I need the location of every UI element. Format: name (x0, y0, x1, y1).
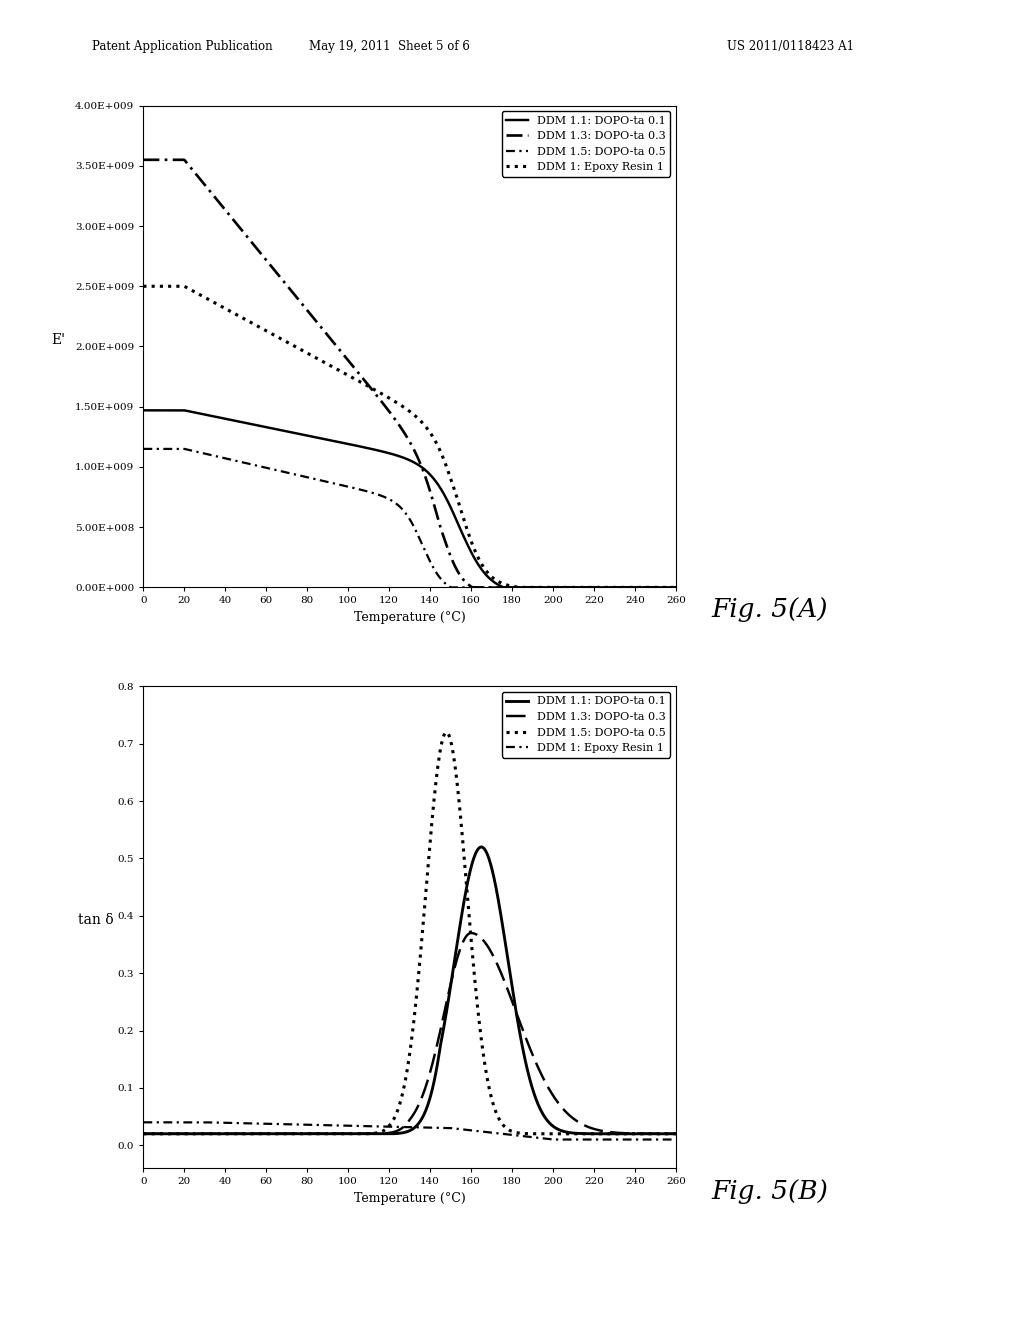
Y-axis label: tan δ: tan δ (78, 913, 114, 927)
Text: US 2011/0118423 A1: US 2011/0118423 A1 (727, 40, 854, 53)
Y-axis label: E': E' (51, 333, 66, 346)
X-axis label: Temperature (°C): Temperature (°C) (353, 611, 466, 624)
Text: Fig. 5(B): Fig. 5(B) (712, 1179, 828, 1204)
X-axis label: Temperature (°C): Temperature (°C) (353, 1192, 466, 1205)
Text: May 19, 2011  Sheet 5 of 6: May 19, 2011 Sheet 5 of 6 (308, 40, 470, 53)
Text: Patent Application Publication: Patent Application Publication (92, 40, 272, 53)
Legend: DDM 1.1: DOPO-ta 0.1, DDM 1.3: DOPO-ta 0.3, DDM 1.5: DOPO-ta 0.5, DDM 1: Epoxy R: DDM 1.1: DOPO-ta 0.1, DDM 1.3: DOPO-ta 0… (502, 692, 671, 758)
Text: Fig. 5(A): Fig. 5(A) (712, 597, 828, 622)
Legend: DDM 1.1: DOPO-ta 0.1, DDM 1.3: DOPO-ta 0.3, DDM 1.5: DOPO-ta 0.5, DDM 1: Epoxy R: DDM 1.1: DOPO-ta 0.1, DDM 1.3: DOPO-ta 0… (502, 111, 671, 177)
